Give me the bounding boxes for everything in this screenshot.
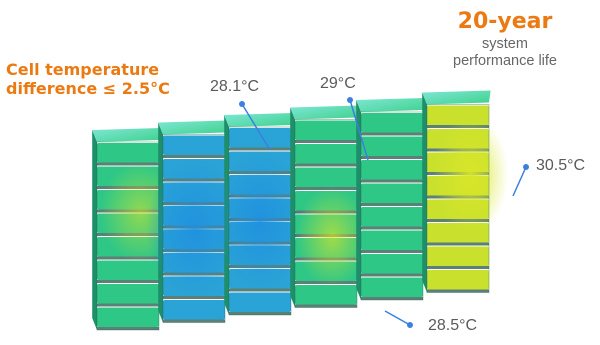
battery-cell [427, 246, 489, 269]
callout-29 [347, 97, 369, 161]
battery-module [146, 120, 242, 323]
headline-line-2: difference ≤ 2.5°C [6, 79, 170, 98]
callout-28-1 [239, 101, 271, 151]
battery-module [212, 113, 308, 316]
life-caption-line-1: system [482, 36, 528, 52]
life-years: 20-year [457, 9, 553, 34]
battery-module [290, 105, 369, 308]
temp-label-29: 29°C [320, 75, 356, 92]
temp-label-30-5: 30.5°C [536, 157, 586, 174]
life-caption-line-2: performance life [453, 53, 557, 69]
battery-cell [97, 307, 159, 330]
temperature-callouts [239, 97, 529, 328]
battery-cell [295, 144, 357, 167]
battery-cell [97, 143, 159, 166]
battery-cell [229, 128, 291, 151]
battery-cell [361, 254, 423, 277]
battery-cell [361, 277, 423, 300]
battery-cell [295, 167, 357, 190]
battery-cell [163, 135, 225, 158]
temp-label-28-1: 28.1°C [210, 78, 260, 95]
headline-line-1: Cell temperature [6, 60, 160, 79]
battery-cell [361, 230, 423, 253]
battery-cell [361, 136, 423, 159]
battery-cell [97, 260, 159, 283]
callout-28-5 [384, 310, 413, 328]
performance-life-block: 20-year system performance life [425, 8, 585, 70]
battery-cell [427, 270, 489, 293]
battery-cell [361, 113, 423, 136]
battery-cell [97, 284, 159, 307]
callout-30-5 [512, 164, 529, 197]
battery-cell [295, 285, 357, 308]
battery-cell [295, 120, 357, 143]
battery-cell [361, 183, 423, 206]
battery-module [422, 90, 509, 293]
temp-label-28-5: 28.5°C [428, 317, 478, 334]
battery-module [356, 98, 425, 301]
temperature-headline: Cell temperature difference ≤ 2.5°C [6, 60, 170, 98]
battery-cell [361, 160, 423, 183]
battery-cell [163, 300, 225, 323]
battery-cell [229, 292, 291, 315]
battery-cell [361, 207, 423, 230]
